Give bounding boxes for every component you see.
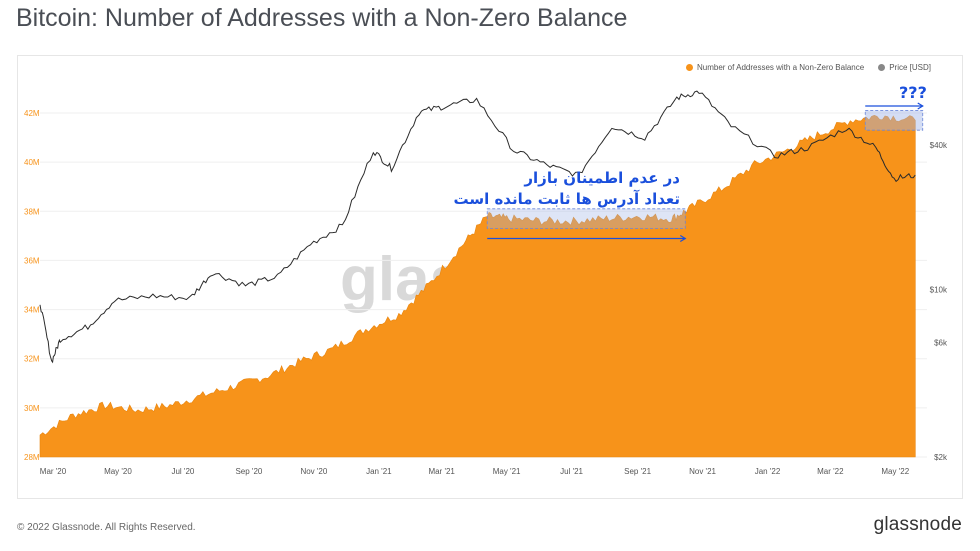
annotation-question-marks: ??? <box>899 83 927 102</box>
brand-logo: glassnode <box>873 514 962 535</box>
x-tick-label: Mar '22 <box>817 467 844 476</box>
y-left-tick-label: 36M <box>24 256 40 265</box>
chart-title: Bitcoin: Number of Addresses with a Non-… <box>16 4 628 32</box>
highlight-recent <box>864 110 924 131</box>
y-right-tick-label: $40k <box>930 141 948 150</box>
x-tick-label: May '21 <box>493 467 521 476</box>
y-left-tick-label: 38M <box>24 207 40 216</box>
x-tick-label: Nov '21 <box>689 467 716 476</box>
y-left-tick-label: 34M <box>24 306 40 315</box>
line-price <box>39 90 916 364</box>
x-tick-label: Mar '20 <box>40 467 67 476</box>
y-left-tick-label: 30M <box>24 404 40 413</box>
x-tick-label: Mar '21 <box>428 467 455 476</box>
arrowhead-recent <box>917 102 924 110</box>
x-tick-label: Jan '22 <box>755 467 781 476</box>
highlight-plateau <box>486 208 686 229</box>
legend-label-price: Price [USD] <box>889 63 931 72</box>
annotation-line-1: در عدم اطمینان بازار <box>524 169 680 187</box>
legend-label-addresses: Number of Addresses with a Non-Zero Bala… <box>697 63 865 72</box>
arrowhead-plateau <box>679 234 687 243</box>
x-tick-label: May '22 <box>881 467 909 476</box>
legend-swatch-price <box>878 64 886 71</box>
legend-swatch-addresses <box>686 64 693 71</box>
footer-copyright: © 2022 Glassnode. All Rights Reserved. <box>17 522 196 533</box>
y-right-tick-label: $2k <box>934 453 948 462</box>
y-left-tick-label: 32M <box>24 355 40 364</box>
legend-item-addresses[interactable]: Number of Addresses with a Non-Zero Bala… <box>686 63 864 72</box>
x-tick-label: Sep '20 <box>235 467 262 476</box>
y-left-tick-label: 42M <box>24 109 40 118</box>
x-tick-label: Nov '20 <box>300 467 327 476</box>
y-right-tick-label: $10k <box>930 285 948 294</box>
y-right-tick-label: $6k <box>934 339 948 348</box>
annotation-text: در عدم اطمینان بازار تعداد آدرس ها ثابت … <box>440 168 680 210</box>
annotation-line-2: تعداد آدرس ها ثابت مانده است <box>453 190 680 208</box>
legend-item-price[interactable]: Price [USD] <box>878 63 931 72</box>
y-left-tick-label: 28M <box>24 453 40 462</box>
x-tick-label: May '20 <box>104 467 132 476</box>
area-addresses <box>39 114 916 458</box>
x-tick-label: Jan '21 <box>366 467 392 476</box>
x-tick-label: Sep '21 <box>624 467 651 476</box>
y-left-tick-label: 40M <box>24 158 40 167</box>
chart-legend: Number of Addresses with a Non-Zero Bala… <box>686 63 931 72</box>
x-tick-label: Jul '21 <box>560 467 583 476</box>
x-tick-label: Jul '20 <box>171 467 194 476</box>
